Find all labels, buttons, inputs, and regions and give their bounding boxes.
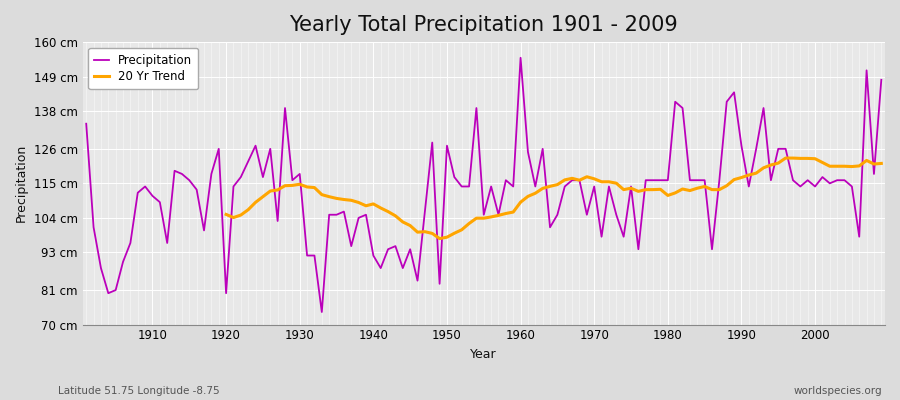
Precipitation bbox=[876, 77, 886, 82]
20 Yr Trend bbox=[780, 156, 791, 160]
Precipitation bbox=[81, 121, 92, 126]
Title: Yearly Total Precipitation 1901 - 2009: Yearly Total Precipitation 1901 - 2009 bbox=[290, 15, 678, 35]
Precipitation bbox=[317, 310, 328, 314]
20 Yr Trend bbox=[795, 156, 806, 161]
Precipitation bbox=[302, 253, 312, 258]
X-axis label: Year: Year bbox=[471, 348, 497, 361]
20 Yr Trend bbox=[309, 185, 320, 190]
20 Yr Trend bbox=[220, 212, 231, 217]
Line: 20 Yr Trend: 20 Yr Trend bbox=[226, 158, 881, 238]
Text: worldspecies.org: worldspecies.org bbox=[794, 386, 882, 396]
Legend: Precipitation, 20 Yr Trend: Precipitation, 20 Yr Trend bbox=[88, 48, 198, 89]
20 Yr Trend bbox=[685, 188, 696, 193]
Precipitation bbox=[515, 56, 526, 60]
20 Yr Trend bbox=[876, 161, 886, 166]
Precipitation bbox=[140, 184, 150, 189]
Line: Precipitation: Precipitation bbox=[86, 58, 881, 312]
20 Yr Trend bbox=[419, 229, 430, 234]
Y-axis label: Precipitation: Precipitation bbox=[15, 144, 28, 222]
20 Yr Trend bbox=[861, 158, 872, 163]
Precipitation bbox=[523, 150, 534, 154]
Precipitation bbox=[618, 234, 629, 239]
Precipitation bbox=[353, 216, 364, 220]
Text: Latitude 51.75 Longitude -8.75: Latitude 51.75 Longitude -8.75 bbox=[58, 386, 220, 396]
20 Yr Trend bbox=[434, 236, 445, 241]
Precipitation bbox=[530, 184, 541, 189]
20 Yr Trend bbox=[773, 161, 784, 166]
